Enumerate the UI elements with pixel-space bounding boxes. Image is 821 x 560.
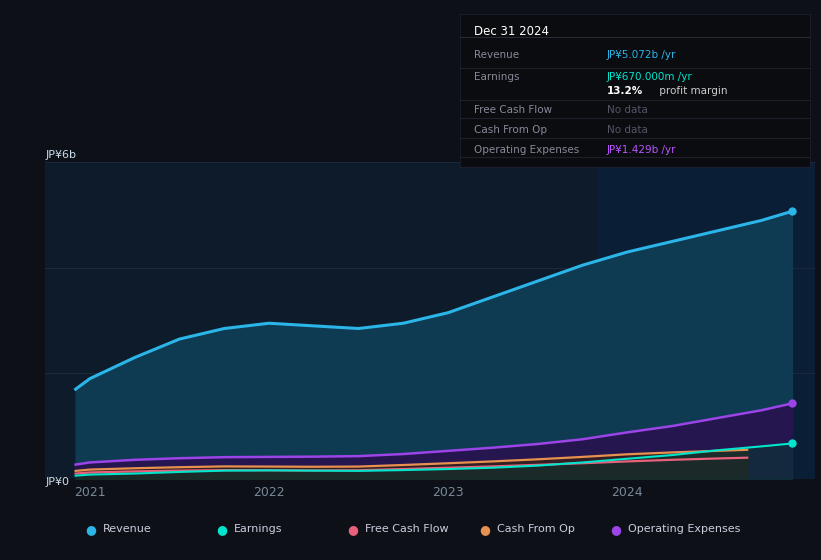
Text: JP¥0: JP¥0 [45, 477, 69, 487]
Text: JP¥5.072b /yr: JP¥5.072b /yr [607, 50, 677, 60]
Text: ●: ● [216, 522, 227, 536]
Text: Revenue: Revenue [103, 524, 151, 534]
Text: Earnings: Earnings [234, 524, 282, 534]
Text: Operating Expenses: Operating Expenses [628, 524, 741, 534]
Text: No data: No data [607, 125, 648, 136]
Text: JP¥1.429b /yr: JP¥1.429b /yr [607, 145, 677, 155]
Text: Free Cash Flow: Free Cash Flow [474, 105, 553, 115]
Text: ●: ● [85, 522, 96, 536]
Text: ●: ● [479, 522, 490, 536]
Text: 13.2%: 13.2% [607, 86, 643, 96]
Text: profit margin: profit margin [656, 86, 727, 96]
Text: Operating Expenses: Operating Expenses [474, 145, 580, 155]
Text: Free Cash Flow: Free Cash Flow [365, 524, 449, 534]
Text: Cash From Op: Cash From Op [497, 524, 575, 534]
Text: Cash From Op: Cash From Op [474, 125, 547, 136]
Text: Revenue: Revenue [474, 50, 519, 60]
Text: JP¥670.000m /yr: JP¥670.000m /yr [607, 72, 693, 82]
Text: JP¥6b: JP¥6b [45, 150, 76, 160]
Text: No data: No data [607, 105, 648, 115]
Text: Dec 31 2024: Dec 31 2024 [474, 25, 549, 38]
Text: ●: ● [610, 522, 621, 536]
Text: Earnings: Earnings [474, 72, 520, 82]
Bar [597, 162, 815, 479]
Text: ●: ● [347, 522, 359, 536]
